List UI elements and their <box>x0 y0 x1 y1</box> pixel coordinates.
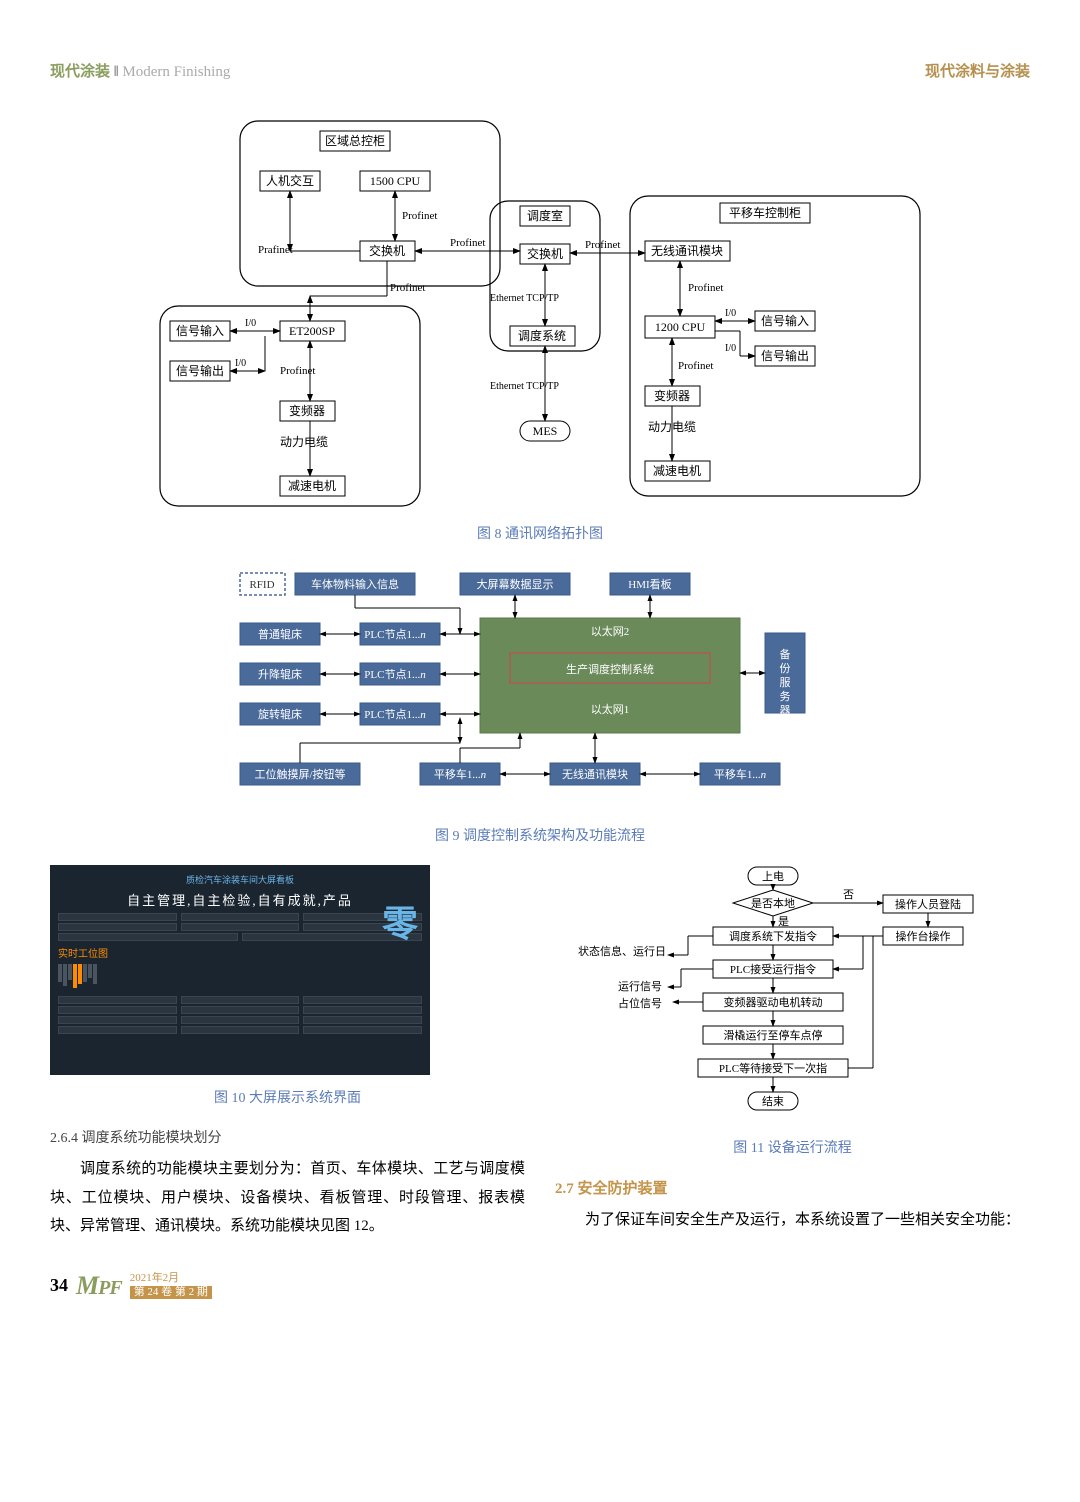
page-footer: 34 MPF 2021年2月 第 24 卷 第 2 期 <box>50 1271 1030 1301</box>
svg-text:Profinet: Profinet <box>585 239 620 251</box>
fig10-caption: 图 10 大屏展示系统界面 <box>50 1087 525 1107</box>
svg-text:平移车控制柜: 平移车控制柜 <box>729 205 801 220</box>
svg-text:Profinet: Profinet <box>688 282 723 294</box>
svg-text:工位触摸屏/按钮等: 工位触摸屏/按钮等 <box>254 767 345 781</box>
svg-text:Profinet: Profinet <box>450 237 485 249</box>
svg-text:滑橇运行至停车点停: 滑橇运行至停车点停 <box>723 1028 822 1042</box>
svg-text:动力电缆: 动力电缆 <box>280 435 328 449</box>
svg-text:变频器驱动电机转动: 变频器驱动电机转动 <box>723 995 822 1009</box>
svg-text:I/0: I/0 <box>725 308 736 319</box>
para-1: 调度系统的功能模块主要划分为：首页、车体模块、工艺与调度模块、工位模块、用户模块… <box>50 1155 525 1241</box>
fig9-caption: 图 9 调度控制系统架构及功能流程 <box>50 825 1030 845</box>
svg-text:大屏幕数据显示: 大屏幕数据显示 <box>477 577 554 591</box>
fig9-diagram: RFID 车体物料输入信息 大屏幕数据显示 HMI看板 普通辊床 升降辊床 旋转… <box>220 563 860 813</box>
section-27: 2.7 安全防护装置 <box>555 1177 1030 1198</box>
svg-text:PLC接受运行指令: PLC接受运行指令 <box>729 962 815 976</box>
svg-text:平移车1...n: 平移车1...n <box>714 767 767 781</box>
svg-text:Ethernet TCP/TP: Ethernet TCP/TP <box>490 381 559 392</box>
svg-text:ET200SP: ET200SP <box>289 324 335 338</box>
svg-text:备份服务器: 备份服务器 <box>780 647 791 717</box>
svg-text:PLC节点1...n: PLC节点1...n <box>364 628 426 641</box>
fig10-screenshot: 质检汽车涂装车间大屏看板 自主管理,自主检验,自有成就,产品 零 实时工位图 <box>50 865 430 1075</box>
svg-text:操作台操作: 操作台操作 <box>895 929 950 943</box>
page-header: 现代涂装 ‖ Modern Finishing 现代涂料与涂装 <box>50 60 1030 81</box>
svg-text:生产调度控制系统: 生产调度控制系统 <box>566 662 654 676</box>
svg-text:1200 CPU: 1200 CPU <box>655 320 706 334</box>
header-left: 现代涂装 ‖ Modern Finishing <box>50 60 230 81</box>
svg-text:Ethernet TCP/TP: Ethernet TCP/TP <box>490 293 559 304</box>
section-264: 2.6.4 调度系统功能模块划分 <box>50 1127 525 1147</box>
svg-text:PLC节点1...n: PLC节点1...n <box>364 668 426 681</box>
svg-text:PLC等待接受下一次指: PLC等待接受下一次指 <box>718 1061 826 1075</box>
svg-text:1500 CPU: 1500 CPU <box>370 174 421 188</box>
svg-text:Profinet: Profinet <box>390 282 425 294</box>
svg-text:调度室: 调度室 <box>527 208 563 223</box>
svg-text:是否本地: 是否本地 <box>751 896 795 910</box>
header-right: 现代涂料与涂装 <box>925 60 1030 81</box>
issue-info: 2021年2月 第 24 卷 第 2 期 <box>130 1272 212 1298</box>
fig8-caption: 图 8 通讯网络拓扑图 <box>50 523 1030 543</box>
svg-text:RFID: RFID <box>249 579 274 591</box>
svg-text:无线通讯模块: 无线通讯模块 <box>651 244 723 258</box>
svg-text:变频器: 变频器 <box>654 388 690 403</box>
svg-text:升降辊床: 升降辊床 <box>258 667 302 681</box>
mpf-logo: MPF <box>76 1271 122 1301</box>
svg-text:操作人员登陆: 操作人员登陆 <box>895 897 961 911</box>
svg-text:普通辊床: 普通辊床 <box>258 627 302 641</box>
svg-text:占位信号: 占位信号 <box>618 996 662 1010</box>
svg-text:人机交互: 人机交互 <box>266 173 314 188</box>
svg-text:PLC节点1...n: PLC节点1...n <box>364 708 426 721</box>
fig8-diagram: 区域总控柜 人机交互 1500 CPU 交换机 Prafinet Profine… <box>150 111 930 511</box>
svg-text:区域总控柜: 区域总控柜 <box>325 134 385 148</box>
svg-text:MES: MES <box>533 424 558 438</box>
svg-text:Profinet: Profinet <box>402 210 437 222</box>
svg-text:I/0: I/0 <box>725 343 736 354</box>
svg-text:无线通讯模块: 无线通讯模块 <box>562 767 628 781</box>
fig11-diagram: 上电 是否本地 操作人员登陆 调度系统下发指令 操作台操作 PLC接受运行指令 … <box>573 865 1013 1125</box>
svg-text:车体物料输入信息: 车体物料输入信息 <box>311 577 399 591</box>
svg-text:信号输入: 信号输入 <box>761 313 809 328</box>
svg-text:I/0: I/0 <box>245 318 256 329</box>
svg-text:Prafinet: Prafinet <box>258 244 293 256</box>
svg-text:交换机: 交换机 <box>527 246 563 261</box>
svg-text:变频器: 变频器 <box>289 403 325 418</box>
svg-text:状态信息、运行日: 状态信息、运行日 <box>578 944 666 958</box>
svg-text:信号输出: 信号输出 <box>176 363 224 378</box>
svg-text:平移车1...n: 平移车1...n <box>434 767 487 781</box>
svg-text:上电: 上电 <box>762 870 784 883</box>
svg-text:调度系统下发指令: 调度系统下发指令 <box>729 929 817 943</box>
svg-text:Profinet: Profinet <box>280 365 315 377</box>
svg-text:运行信号: 运行信号 <box>618 980 662 993</box>
fig11-caption: 图 11 设备运行流程 <box>555 1137 1030 1157</box>
svg-text:交换机: 交换机 <box>369 243 405 258</box>
page-number: 34 <box>50 1275 68 1296</box>
svg-text:I/0: I/0 <box>235 358 246 369</box>
svg-text:是: 是 <box>778 915 789 928</box>
svg-text:减速电机: 减速电机 <box>288 479 336 493</box>
svg-text:否: 否 <box>843 889 854 901</box>
svg-text:结束: 结束 <box>762 1095 784 1108</box>
svg-text:信号输入: 信号输入 <box>176 323 224 338</box>
para-2: 为了保证车间安全生产及运行，本系统设置了一些相关安全功能： <box>555 1206 1030 1235</box>
svg-text:旋转辊床: 旋转辊床 <box>258 707 302 721</box>
svg-text:HMI看板: HMI看板 <box>628 577 671 591</box>
svg-text:减速电机: 减速电机 <box>653 464 701 478</box>
svg-text:调度系统: 调度系统 <box>518 328 566 343</box>
svg-text:以太网1: 以太网1 <box>591 703 630 716</box>
svg-text:Profinet: Profinet <box>678 360 713 372</box>
svg-text:信号输出: 信号输出 <box>761 348 809 363</box>
svg-text:以太网2: 以太网2 <box>591 625 630 638</box>
